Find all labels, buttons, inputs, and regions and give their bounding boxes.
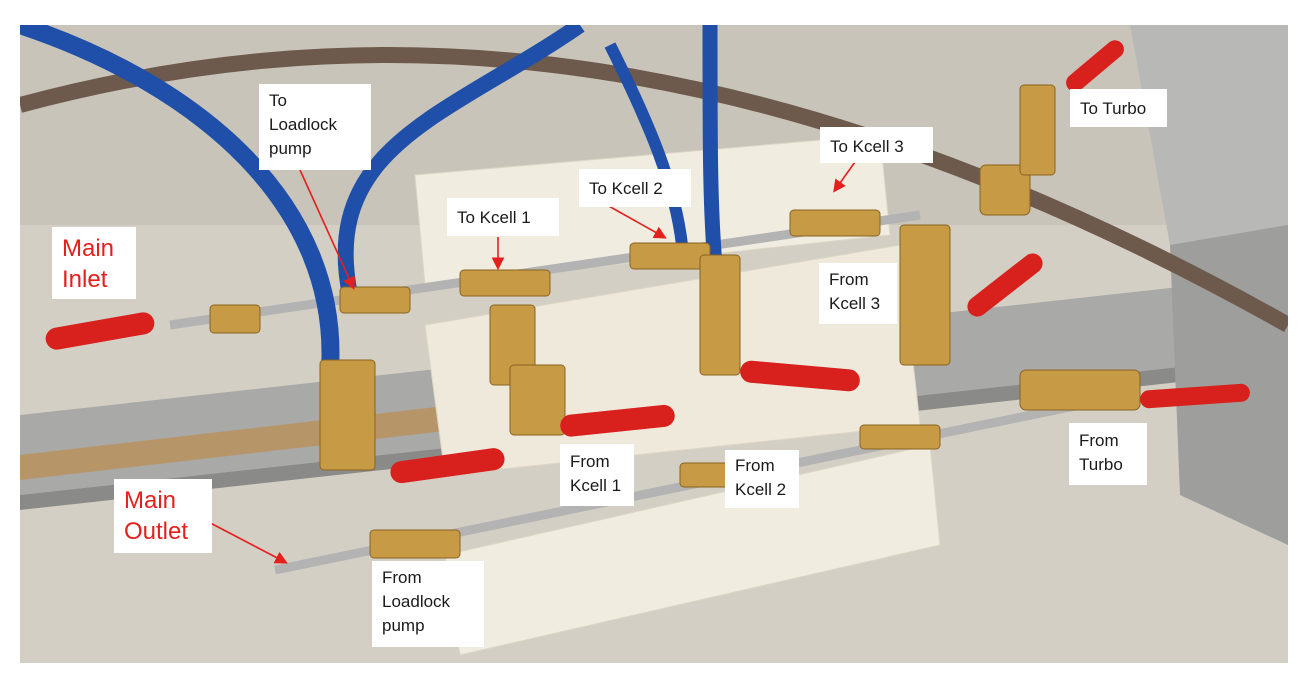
label-to-loadlock-pump: To Loadlock pump bbox=[259, 84, 371, 170]
label-from-turbo: From Turbo bbox=[1069, 423, 1147, 485]
label-main-inlet: Main Inlet bbox=[52, 227, 136, 299]
label-to-turbo: To Turbo bbox=[1070, 89, 1167, 127]
label-to-kcell-1: To Kcell 1 bbox=[447, 198, 559, 236]
label-main-outlet: Main Outlet bbox=[114, 479, 212, 553]
label-from-kcell-3: From Kcell 3 bbox=[819, 263, 897, 324]
label-to-kcell-2: To Kcell 2 bbox=[579, 169, 691, 207]
label-from-kcell-1: From Kcell 1 bbox=[560, 444, 634, 506]
label-from-loadlock-pump: From Loadlock pump bbox=[372, 561, 484, 647]
label-to-kcell-3: To Kcell 3 bbox=[820, 127, 933, 163]
photo-illustration bbox=[20, 25, 1288, 663]
manifold-photo bbox=[20, 25, 1288, 663]
label-from-kcell-2: From Kcell 2 bbox=[725, 450, 799, 508]
